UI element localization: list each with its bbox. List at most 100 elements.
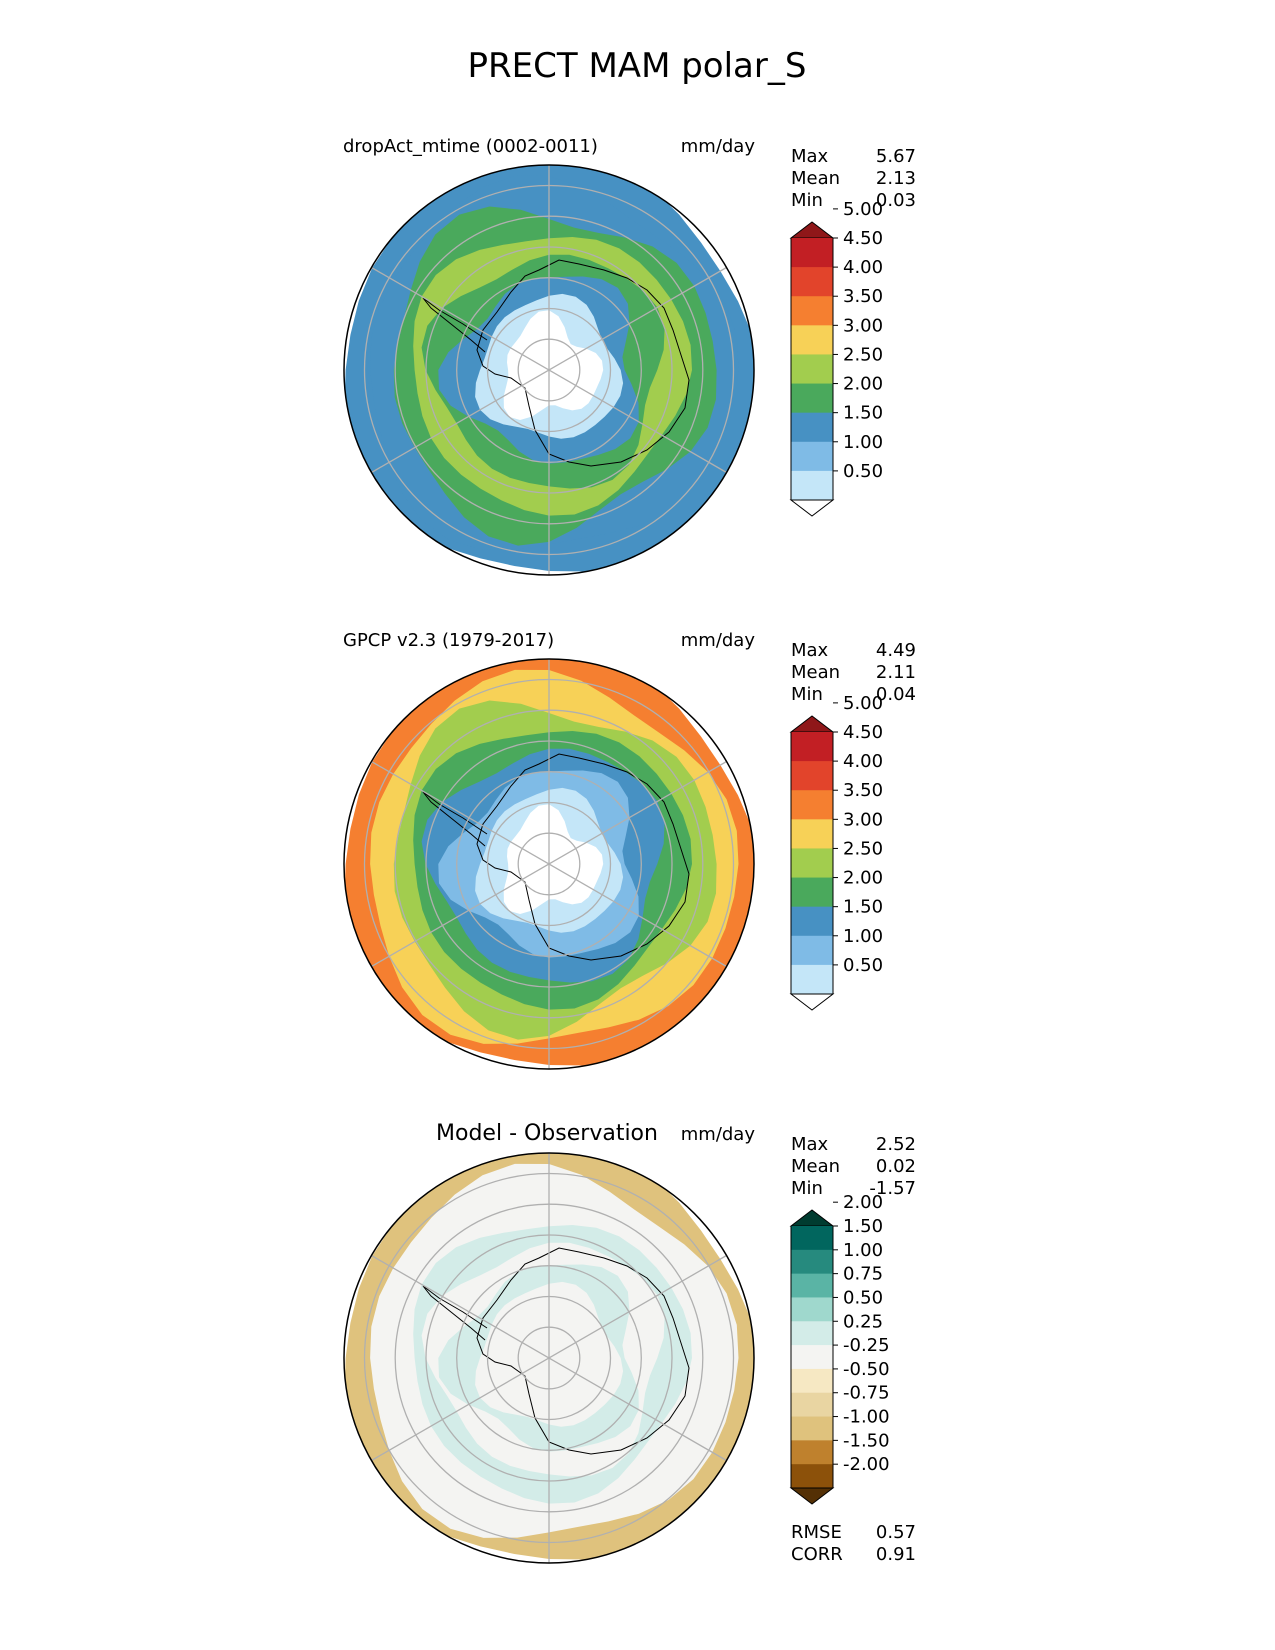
- colorbar-tick-label: 1.00: [843, 1240, 883, 1261]
- stat-name: Mean: [791, 1156, 840, 1177]
- colorbar-tick-label: 2.00: [843, 1192, 883, 1213]
- panel-units: mm/day: [681, 1124, 756, 1145]
- colorbar-extend-max: [789, 1209, 835, 1227]
- colorbar-tick-label: 3.00: [843, 315, 883, 336]
- stat-name: RMSE: [791, 1522, 842, 1543]
- stat-name: Mean: [791, 168, 840, 189]
- polar-map: [343, 1152, 755, 1564]
- colorbar-segment: [791, 325, 833, 355]
- map-boundary: [343, 164, 755, 576]
- colorbar-tick-label: 3.00: [843, 809, 883, 830]
- colorbar-segment: [791, 964, 833, 995]
- colorbar-tick-label: 4.50: [843, 228, 883, 249]
- colorbar-tick-label: -0.50: [843, 1359, 890, 1380]
- colorbar-tick-label: -0.25: [843, 1335, 890, 1356]
- colorbar-tick-label: -1.00: [843, 1407, 890, 1428]
- colorbar-tick-label: 0.75: [843, 1264, 883, 1285]
- stat-name: Min: [791, 1178, 823, 1199]
- stat-name: Min: [791, 684, 823, 705]
- polar-map: [343, 658, 755, 1070]
- graticule: [363, 1153, 735, 1563]
- map-boundary: [343, 658, 755, 1070]
- panel-difference: Model - Observation mm/day Max 2.52 Mean…: [343, 1121, 916, 1565]
- colorbar-tick-label: 4.50: [843, 722, 883, 743]
- colorbar-tick-label: 0.50: [843, 461, 883, 482]
- peninsula-coastline: [422, 297, 488, 353]
- colorbar-tick-label: 1.00: [843, 926, 883, 947]
- colorbar-tick-label: 3.50: [843, 286, 883, 307]
- colorbar-tick-label: 2.00: [843, 868, 883, 889]
- colorbar-segment: [791, 238, 833, 268]
- graticule: [363, 165, 735, 575]
- stat-name: CORR: [791, 1544, 843, 1565]
- colorbar-tick-label: -1.50: [843, 1430, 890, 1451]
- colorbar-tick-label: -2.00: [843, 1454, 890, 1475]
- colorbar-segment: [791, 906, 833, 937]
- colorbar-segment: [791, 1464, 833, 1489]
- colorbar-segment: [791, 441, 833, 472]
- panel-label: Model - Observation: [436, 1121, 658, 1146]
- stat-name: Max: [791, 1134, 829, 1155]
- colorbar: -2.00 -1.50-1.00 -0.75 -0.50 -0.25 0.25 0.500.…: [789, 1192, 890, 1505]
- polar-map: [343, 164, 755, 576]
- colorbar-tick-label: 4.00: [843, 751, 883, 772]
- stat-value: 0.02: [876, 1156, 916, 1177]
- coastline: [476, 753, 690, 961]
- stat-name: Min: [791, 190, 823, 211]
- colorbar-segment: [791, 267, 833, 297]
- colorbar-extend-max: [789, 221, 835, 239]
- colorbar-extend-min: [789, 993, 835, 1011]
- field-band: [526, 1319, 580, 1398]
- colorbar-segment: [791, 790, 833, 820]
- colorbar-segment: [791, 470, 833, 501]
- graticule: [363, 659, 735, 1069]
- colorbar-extend-min: [789, 1487, 835, 1505]
- panel-units: mm/day: [681, 630, 756, 651]
- colorbar-tick-label: -0.75: [843, 1383, 890, 1404]
- colorbar-segment: [791, 1273, 833, 1298]
- colorbar-tick-label: 2.50: [843, 344, 883, 365]
- colorbar-segment: [791, 848, 833, 879]
- stat-value: 2.11: [876, 662, 916, 683]
- colorbar-segment: [791, 354, 833, 385]
- stat-value: 0.03: [876, 190, 916, 211]
- colorbar-tick-label: 4.00: [843, 257, 883, 278]
- colorbar-segment: [791, 383, 833, 414]
- colorbar-segment: [791, 761, 833, 791]
- colorbar-segment: [791, 1226, 833, 1251]
- colorbar-tick-label: 1.50: [843, 897, 883, 918]
- stats-block: Max 2.52 Mean 0.02 Min -1.57: [791, 1134, 916, 1199]
- field-band: [526, 825, 580, 904]
- colorbar-segment: [791, 1416, 833, 1441]
- colorbar-tick-label: 3.50: [843, 780, 883, 801]
- colorbar-tick-label: 1.00: [843, 432, 883, 453]
- stat-name: Max: [791, 146, 829, 167]
- stat-value: 0.04: [876, 684, 916, 705]
- stat-name: Max: [791, 640, 829, 661]
- panel-label: GPCP v2.3 (1979-2017): [343, 630, 554, 651]
- colorbar-tick-label: 0.50: [843, 955, 883, 976]
- colorbar-tick-label: 1.50: [843, 403, 883, 424]
- extra-stats-block: RMSE 0.57 CORR 0.91: [791, 1522, 916, 1565]
- colorbar-segment: [791, 412, 833, 443]
- colorbar-segment: [791, 1321, 833, 1346]
- stat-value: 5.67: [876, 146, 916, 167]
- colorbar-segment: [791, 1345, 833, 1370]
- colorbar-segment: [791, 1368, 833, 1394]
- colorbar-segment: [791, 877, 833, 908]
- colorbar-segment: [791, 935, 833, 966]
- colorbar-segment: [791, 819, 833, 849]
- colorbar-segment: [791, 1297, 833, 1322]
- colorbar-segment: [791, 1392, 833, 1418]
- figure-title: PRECT MAM polar_S: [468, 46, 807, 86]
- colorbar-tick-label: 1.50: [843, 1216, 883, 1237]
- stat-value: 0.91: [876, 1544, 916, 1565]
- panel-test: dropAct_mtime (0002-0011) mm/day Max 5.6…: [343, 136, 916, 576]
- coastline: [476, 259, 690, 467]
- colorbar: 0.50 1.00 1.50 2.00 2.50 3.00 3.50 4.00 4.50 5.00: [789, 199, 883, 517]
- colorbar-tick-label: 0.50: [843, 1287, 883, 1308]
- coastline: [476, 1247, 690, 1455]
- stat-value: 4.49: [876, 640, 916, 661]
- colorbar-extend-max: [789, 715, 835, 733]
